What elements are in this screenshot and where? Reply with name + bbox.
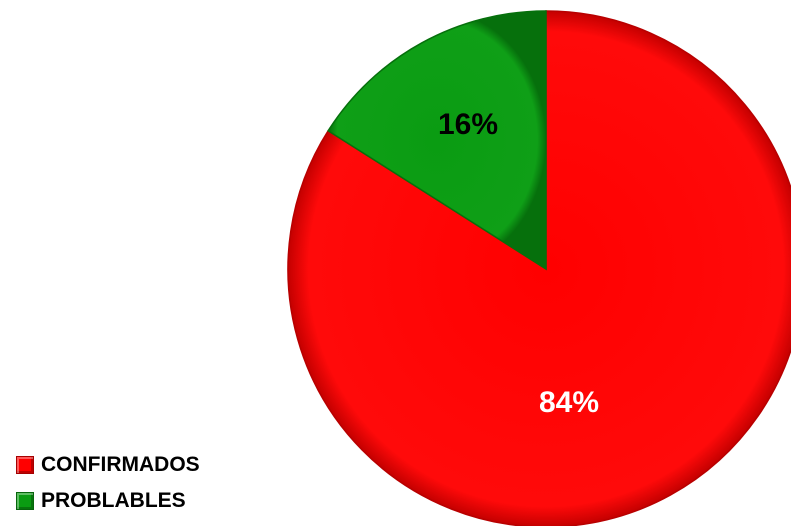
legend-item-confirmados: CONFIRMADOS	[16, 452, 200, 478]
legend-swatch-problables	[16, 492, 34, 510]
pie-slice-problables	[327, 10, 547, 271]
pie-label-confirmados: 84%	[539, 386, 599, 419]
legend-label-problables: PROBLABLES	[41, 489, 186, 512]
legend: CONFIRMADOS PROBLABLES	[16, 452, 200, 514]
legend-swatch-confirmados	[16, 456, 34, 474]
legend-label-confirmados: CONFIRMADOS	[41, 453, 200, 476]
pie-slice-confirmados	[287, 10, 791, 526]
pie-labels: 84% 16%	[438, 108, 599, 419]
pie-slices	[287, 10, 791, 526]
pie-label-problables: 16%	[438, 108, 498, 141]
legend-item-problables: PROBLABLES	[16, 488, 200, 514]
